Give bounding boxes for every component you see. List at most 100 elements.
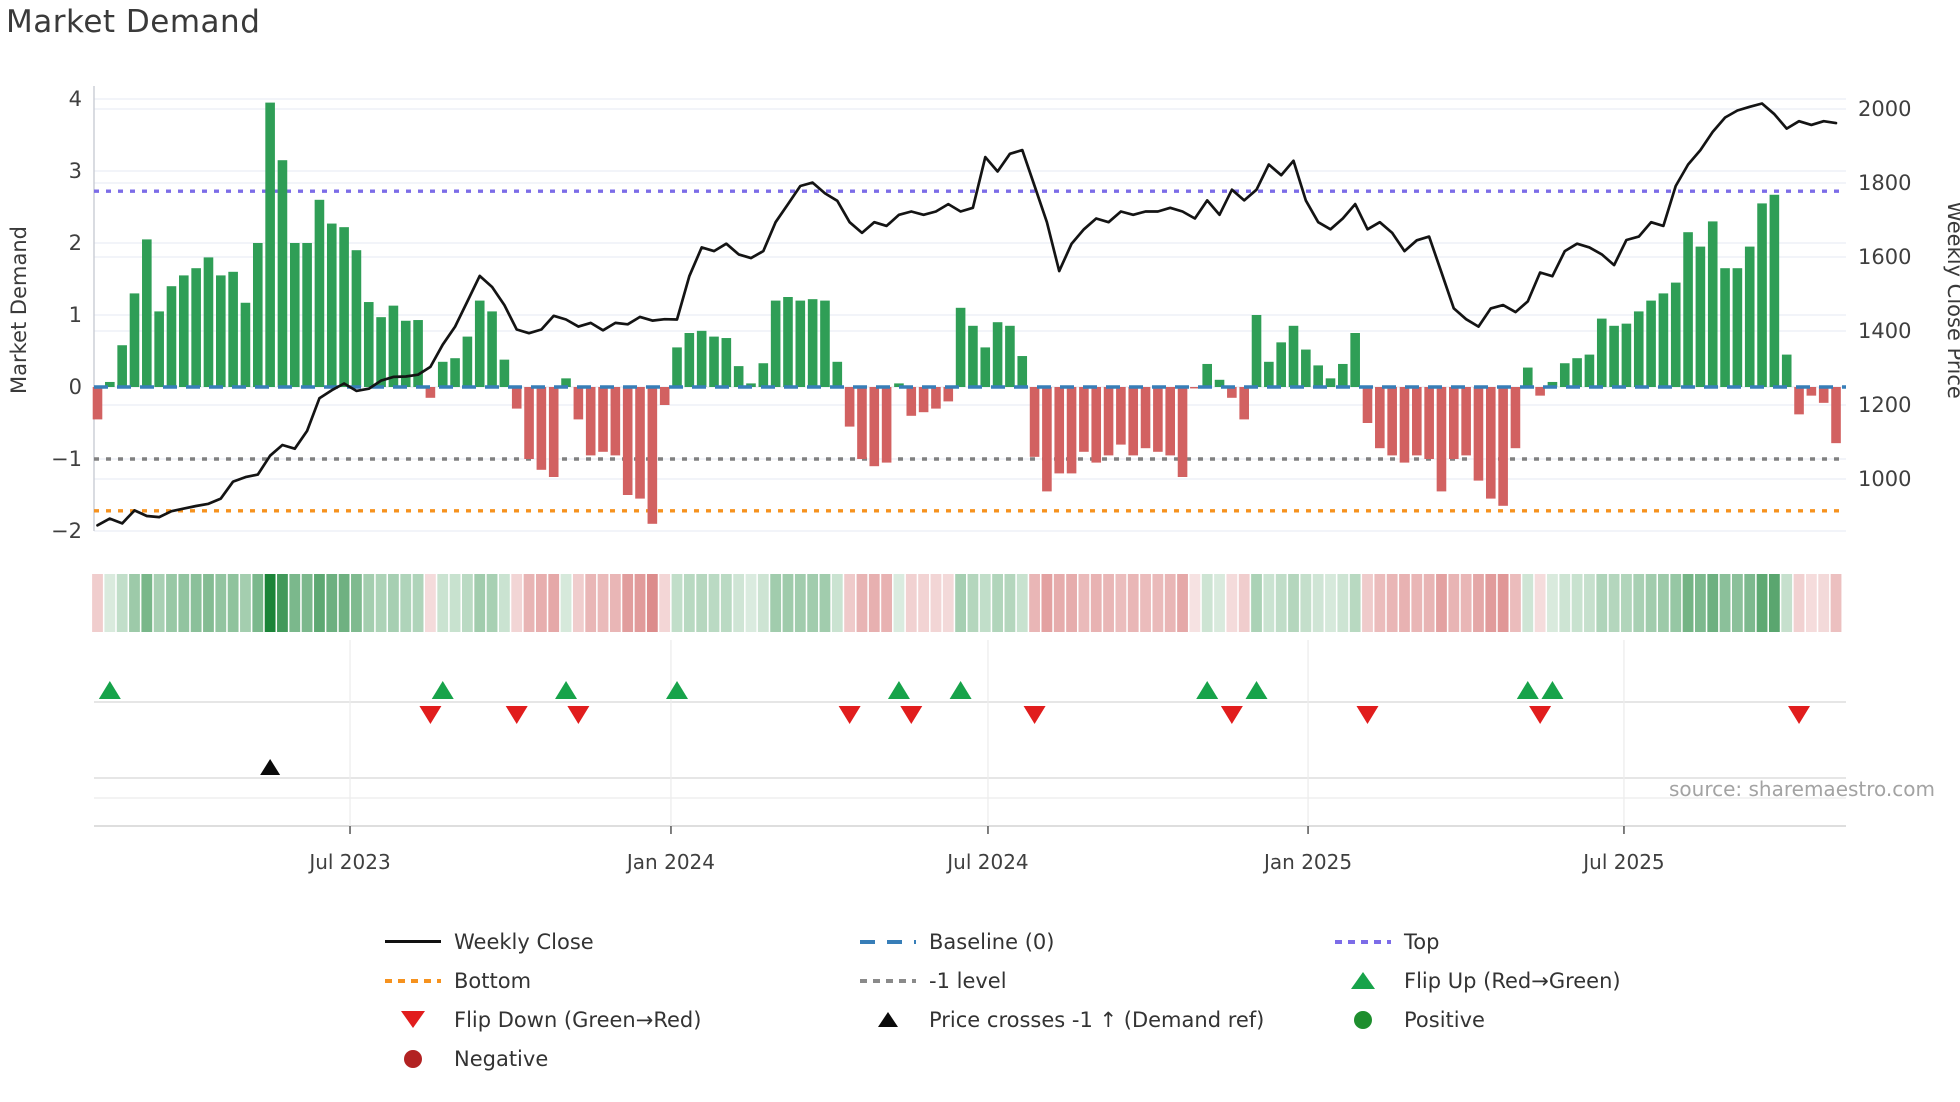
source-text: source: sharemaestro.com xyxy=(1669,777,1935,801)
legend-item-negative: Negative xyxy=(380,1039,701,1078)
demand-bar-positive xyxy=(894,383,904,387)
heatmap-cell xyxy=(289,574,301,632)
demand-bar-negative xyxy=(1054,387,1065,474)
heatmap-cell xyxy=(215,574,227,632)
heatmap-cell xyxy=(733,574,745,632)
heatmap-cell xyxy=(1312,574,1324,632)
flip-down-marker xyxy=(1788,706,1811,724)
top-dotted-line-icon xyxy=(1330,939,1396,944)
heatmap-cell xyxy=(412,574,424,632)
demand-bar-positive xyxy=(832,361,843,387)
legend-label: -1 level xyxy=(929,968,1007,993)
demand-bar-positive xyxy=(1572,358,1582,387)
demand-bar-positive xyxy=(561,378,571,387)
heatmap-cell xyxy=(1300,574,1312,632)
demand-bar-negative xyxy=(635,387,645,499)
flip-down-marker xyxy=(838,706,861,724)
demand-bar-positive xyxy=(820,300,830,387)
demand-bar-positive xyxy=(314,199,325,387)
demand-bar-positive xyxy=(1621,323,1632,387)
flip-up-marker xyxy=(98,681,121,699)
demand-bar-positive xyxy=(1646,300,1656,387)
legend-item-price-crosses: Price crosses -1 ↑ (Demand ref) xyxy=(855,1000,1264,1039)
demand-bar-negative xyxy=(1794,387,1804,415)
demand-bar-negative xyxy=(1239,387,1249,420)
demand-bar-positive xyxy=(1214,379,1225,387)
demand-bar-positive xyxy=(1005,325,1015,387)
demand-bar-positive xyxy=(388,305,399,387)
demand-bar-positive xyxy=(770,300,781,387)
demand-bar-positive xyxy=(1683,232,1693,387)
heatmap-cell xyxy=(129,574,140,632)
demand-bar-negative xyxy=(1153,387,1163,452)
demand-bar-negative xyxy=(1461,387,1471,456)
demand-bar-positive xyxy=(142,239,152,387)
heatmap-cell xyxy=(1768,574,1780,632)
heatmap-cell xyxy=(1448,574,1460,632)
demand-bar-positive xyxy=(179,275,189,387)
x-axis-tick-label: Jul 2023 xyxy=(307,850,390,874)
bottom-dotted-line-icon xyxy=(380,978,446,983)
demand-bar-negative xyxy=(1066,387,1077,474)
demand-bar-positive xyxy=(240,302,251,387)
heatmap-cell xyxy=(1682,574,1694,632)
demand-bar-positive xyxy=(351,250,362,387)
demand-bar-negative xyxy=(1190,387,1200,389)
demand-bar-positive xyxy=(696,330,707,387)
demand-bar-positive xyxy=(709,336,719,387)
legend-item-flip-up: Flip Up (Red→Green) xyxy=(1330,961,1621,1000)
heatmap-cell xyxy=(1522,574,1534,632)
legend-label: Flip Down (Green→Red) xyxy=(454,1007,702,1032)
demand-bar-negative xyxy=(622,387,633,495)
heatmap-cell xyxy=(1078,574,1090,632)
heatmap-cell xyxy=(1584,574,1595,632)
demand-bar-positive xyxy=(980,347,991,387)
heatmap-cell xyxy=(141,574,153,632)
demand-bar-positive xyxy=(1732,268,1743,387)
heatmap-cell xyxy=(1214,574,1225,632)
demand-bar-negative xyxy=(1128,387,1139,456)
demand-bar-positive xyxy=(1251,315,1262,387)
demand-bar-positive xyxy=(807,299,818,387)
weekly-close-price-line xyxy=(96,102,1838,527)
demand-bar-positive xyxy=(1522,367,1533,387)
demand-bar-negative xyxy=(598,387,608,452)
demand-bar-positive xyxy=(117,345,127,387)
demand-bar-positive xyxy=(1707,221,1718,387)
demand-bar-positive xyxy=(105,381,115,387)
legend-item-bottom: Bottom xyxy=(380,961,701,1000)
demand-bar-negative xyxy=(1485,387,1496,499)
heatmap-cell xyxy=(1510,574,1521,632)
heatmap-cell xyxy=(646,574,658,632)
demand-bar-positive xyxy=(413,320,423,387)
demand-bar-positive xyxy=(721,338,732,387)
heatmap-cell xyxy=(1041,574,1053,632)
heatmap-cell xyxy=(462,574,473,632)
demand-bar-positive xyxy=(1338,363,1348,387)
heatmap-cell xyxy=(572,574,584,632)
demand-bar-negative xyxy=(1029,387,1040,457)
demand-bar-negative xyxy=(1436,387,1447,492)
demand-bar-positive xyxy=(326,223,337,387)
heatmap-cell xyxy=(918,574,930,632)
demand-bar-negative xyxy=(536,387,547,470)
right-axis-tick-label: 2000 xyxy=(1858,97,1911,121)
right-axis-tick-label: 1600 xyxy=(1858,245,1911,269)
flip-up-marker xyxy=(1516,681,1539,699)
demand-bar-positive xyxy=(992,322,1003,387)
heatmap-cell xyxy=(868,574,880,632)
heatmap-cell xyxy=(955,574,966,632)
heatmap-cell xyxy=(1189,574,1201,632)
demand-bar-positive xyxy=(1350,333,1360,387)
demand-bar-positive xyxy=(228,271,238,387)
heatmap-cell xyxy=(831,574,843,632)
legend-label: Baseline (0) xyxy=(929,929,1055,954)
heatmap-cell xyxy=(1226,574,1238,632)
demand-bar-positive xyxy=(289,243,300,387)
heatmap-cell xyxy=(782,574,794,632)
heatmap-cell xyxy=(523,574,535,632)
left-axis-tick-label: 0 xyxy=(69,375,82,399)
demand-bar-negative xyxy=(548,387,559,477)
legend-label: Flip Up (Red→Green) xyxy=(1404,968,1621,993)
heatmap-cell xyxy=(671,574,683,632)
